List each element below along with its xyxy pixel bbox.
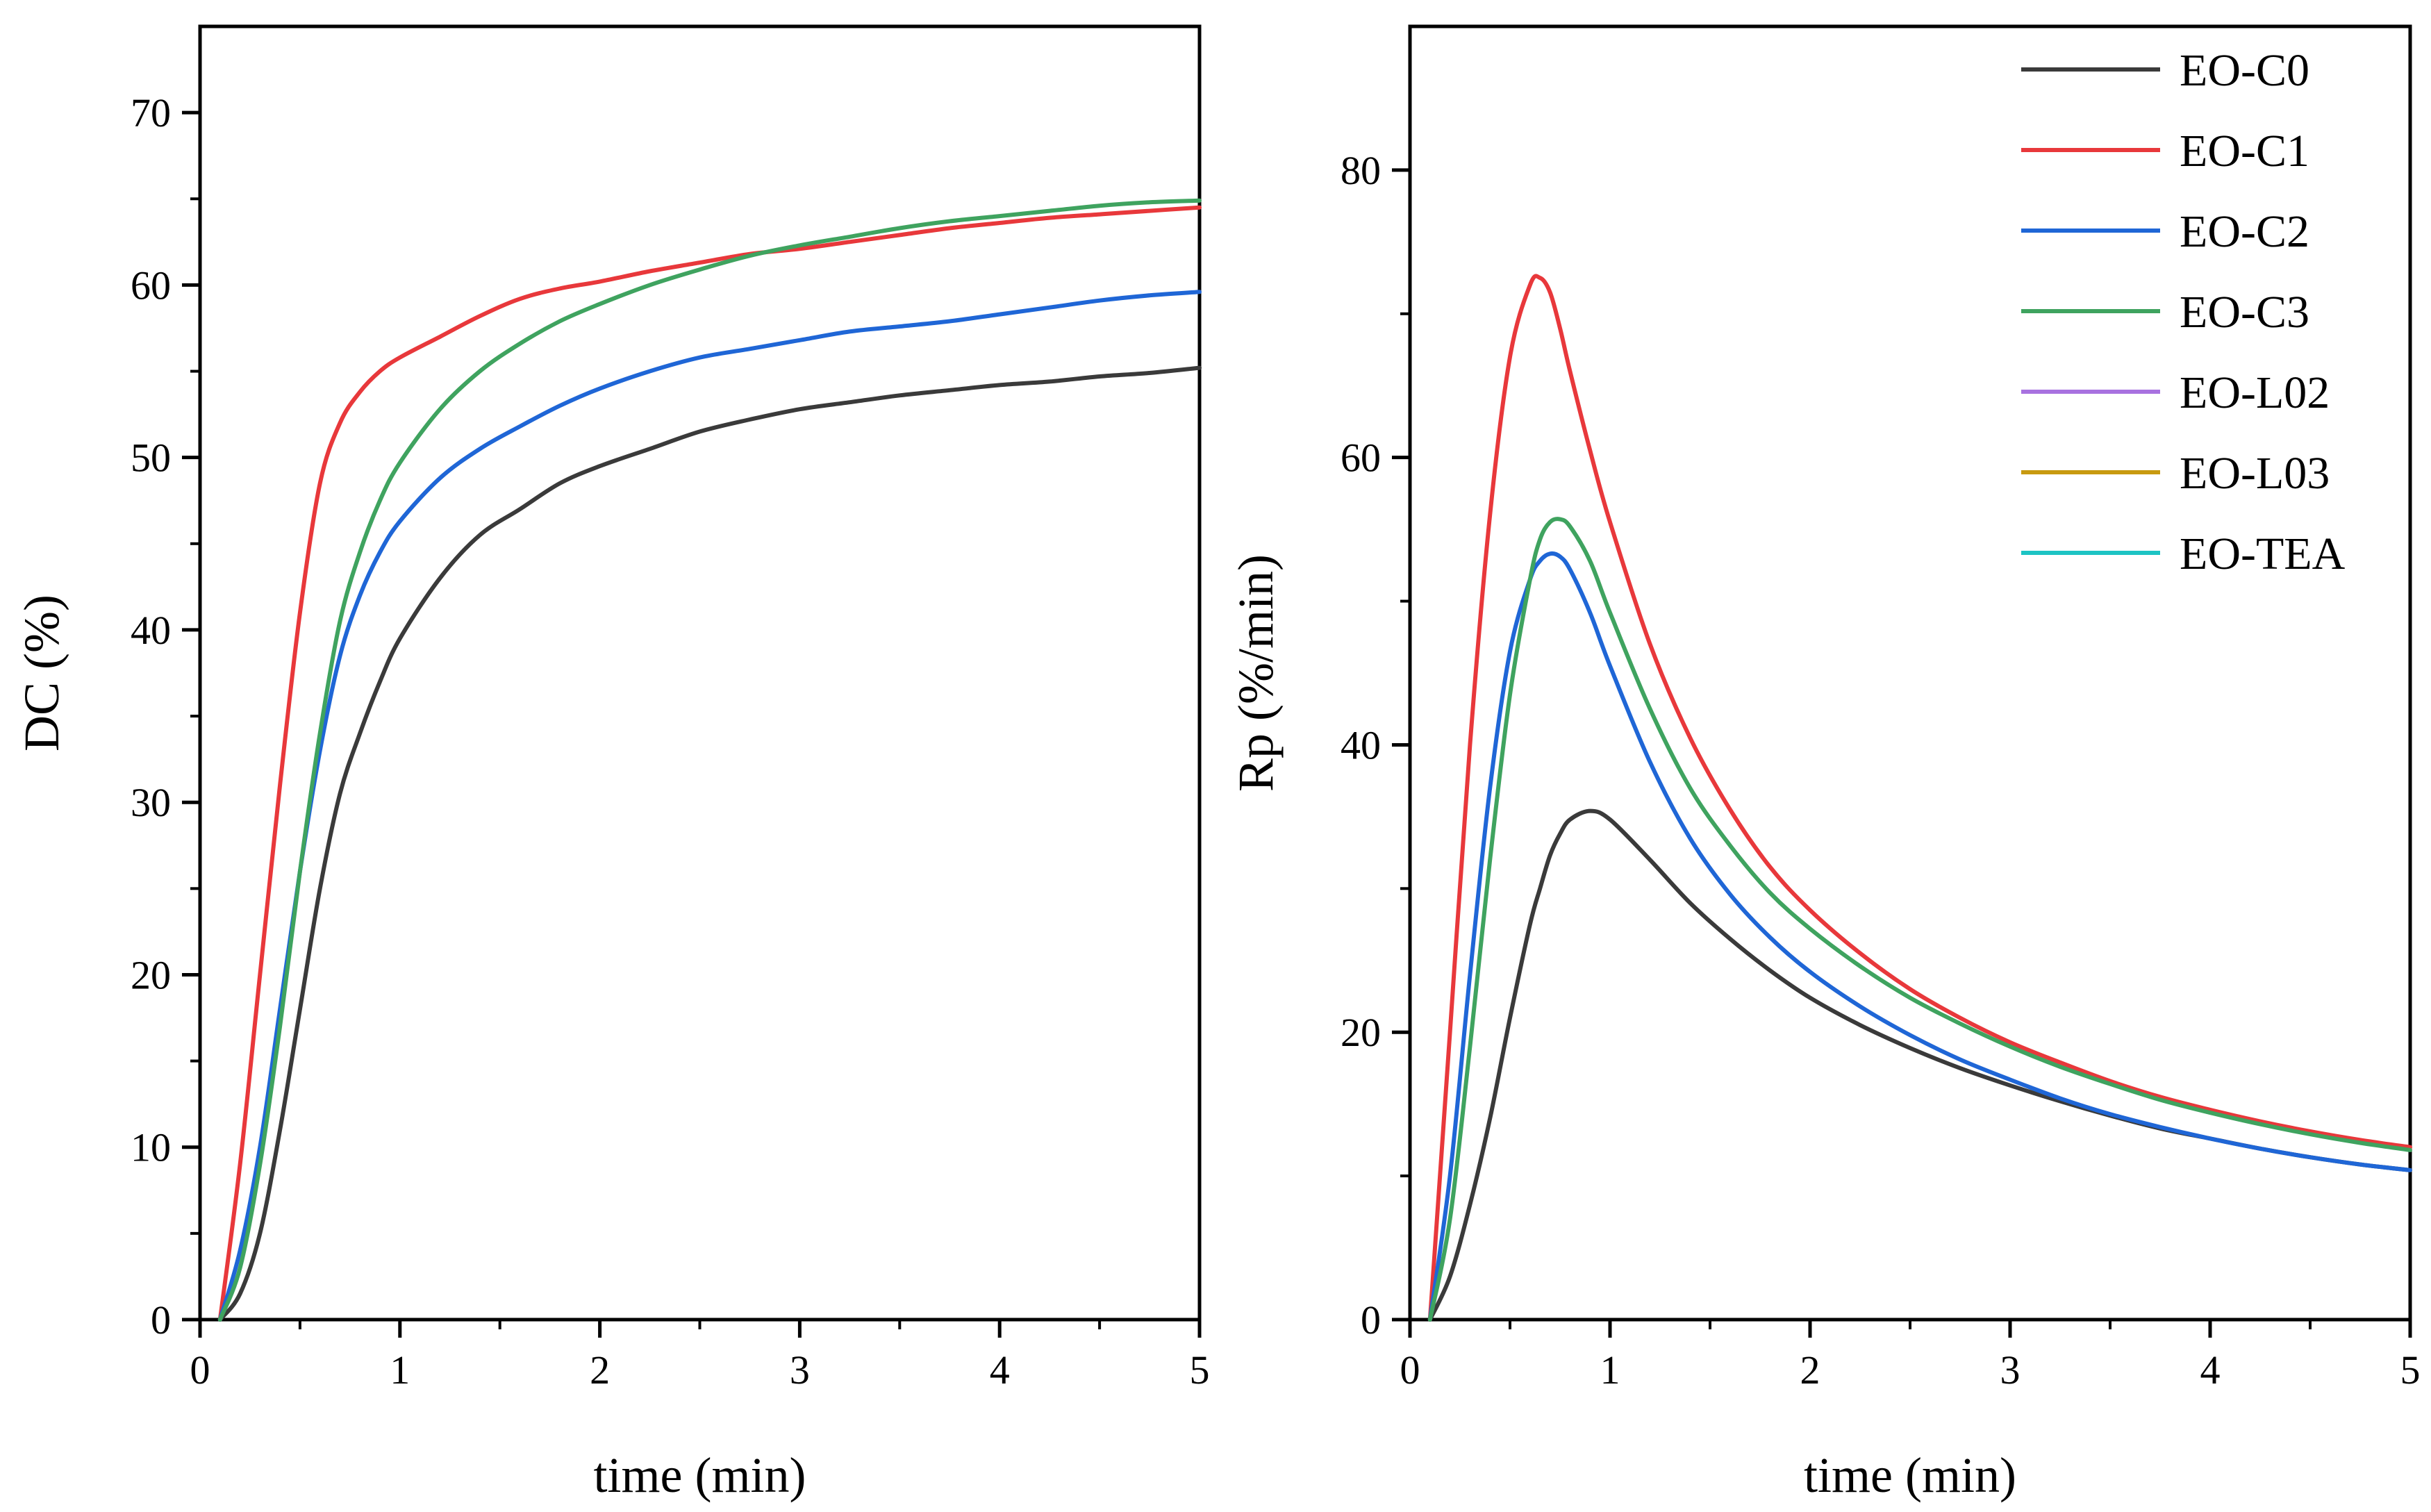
right-y-axis-title: Rp (%/min) xyxy=(1228,554,1284,792)
left-y-tick-label: 0 xyxy=(151,1297,171,1343)
right-panel-rp: 0 1 2 3 4 5 0 20 40 60 80 time (min) Rp (%/min) EO-C0… xyxy=(1228,24,2421,1503)
legend-label-eo-c1: EO-C1 xyxy=(2180,126,2309,176)
left-x-axis-title: time (min) xyxy=(594,1447,806,1503)
left-x-tick-label: 1 xyxy=(390,1347,410,1393)
left-plot-frame xyxy=(198,24,1202,1322)
left-y-tick-label: 60 xyxy=(131,263,171,308)
right-series-eo-c2 xyxy=(1427,551,2412,1322)
right-x-axis-title: time (min) xyxy=(1804,1447,2016,1503)
legend-label-eo-c3: EO-C3 xyxy=(2180,287,2309,338)
legend-label-eo-c0: EO-C0 xyxy=(2180,45,2309,96)
left-x-tick-label: 4 xyxy=(990,1347,1010,1393)
legend-label-eo-c2: EO-C2 xyxy=(2180,206,2309,257)
left-y-axis-title: DC (%) xyxy=(14,595,69,751)
right-x-tick-label: 4 xyxy=(2200,1347,2221,1393)
legend: EO-C0 EO-C1 EO-C2 EO-C3 EO-L02 EO-L03 EO-TEA xyxy=(2021,45,2346,579)
right-x-tick-label: 2 xyxy=(1800,1347,1820,1393)
left-y-tick-label: 70 xyxy=(131,90,171,135)
left-y-tick-label: 50 xyxy=(131,435,171,481)
right-series-eo-c0 xyxy=(1427,808,2412,1322)
right-x-tick-label: 0 xyxy=(1400,1347,1420,1393)
left-y-tick-label: 40 xyxy=(131,608,171,653)
legend-label-eo-l02: EO-L02 xyxy=(2180,367,2330,418)
right-y-tick-label: 80 xyxy=(1341,148,1381,193)
left-x-tick-label: 2 xyxy=(590,1347,610,1393)
left-series-eo-c1 xyxy=(217,205,1202,1322)
right-y-tick-label: 40 xyxy=(1341,722,1381,767)
right-x-tick-label: 1 xyxy=(1600,1347,1620,1393)
left-series-eo-c3 xyxy=(217,198,1202,1322)
left-x-tick-label: 3 xyxy=(790,1347,810,1393)
legend-label-eo-tea: EO-TEA xyxy=(2180,529,2346,579)
right-series-eo-c3 xyxy=(1427,517,2412,1322)
left-y-tick-label: 30 xyxy=(131,780,171,825)
left-y-tick-label: 20 xyxy=(131,952,171,997)
right-y-tick-label: 20 xyxy=(1341,1010,1381,1055)
right-series-eo-c1 xyxy=(1427,274,2412,1322)
left-series-eo-c2 xyxy=(217,290,1202,1322)
left-x-tick-label: 5 xyxy=(1190,1347,1210,1393)
left-x-tick-label: 0 xyxy=(190,1347,210,1393)
right-y-tick-label: 60 xyxy=(1341,435,1381,481)
right-x-tick-label: 5 xyxy=(2400,1347,2421,1393)
left-series-eo-c0 xyxy=(217,365,1202,1322)
right-x-tick-label: 3 xyxy=(2000,1347,2021,1393)
right-y-tick-label: 0 xyxy=(1361,1297,1381,1343)
legend-label-eo-l03: EO-L03 xyxy=(2180,448,2330,499)
left-y-tick-label: 10 xyxy=(131,1125,171,1170)
